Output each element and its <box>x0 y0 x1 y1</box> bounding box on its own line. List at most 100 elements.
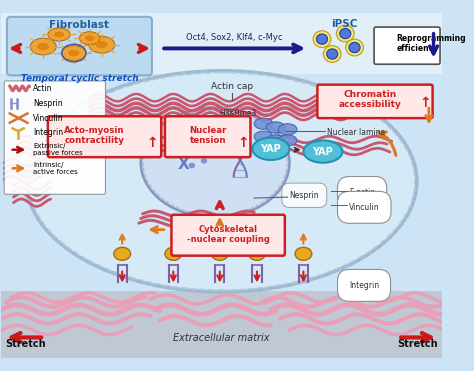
Ellipse shape <box>111 88 114 91</box>
Ellipse shape <box>238 70 241 73</box>
Ellipse shape <box>383 119 386 122</box>
Ellipse shape <box>346 39 364 56</box>
Ellipse shape <box>137 79 141 83</box>
Ellipse shape <box>165 247 182 260</box>
Ellipse shape <box>327 49 338 59</box>
Ellipse shape <box>334 90 337 93</box>
Ellipse shape <box>201 158 207 164</box>
Ellipse shape <box>228 290 231 293</box>
Ellipse shape <box>415 186 418 189</box>
Text: H3K9me3: H3K9me3 <box>219 109 257 118</box>
Ellipse shape <box>137 280 141 283</box>
Ellipse shape <box>405 214 409 217</box>
Ellipse shape <box>377 245 381 249</box>
Ellipse shape <box>207 69 210 73</box>
Ellipse shape <box>393 230 397 233</box>
Ellipse shape <box>54 238 57 241</box>
Ellipse shape <box>411 203 414 206</box>
Ellipse shape <box>49 233 52 236</box>
Ellipse shape <box>218 290 221 293</box>
Ellipse shape <box>415 180 419 183</box>
Ellipse shape <box>36 142 39 146</box>
Ellipse shape <box>128 278 132 280</box>
Ellipse shape <box>48 28 70 41</box>
Ellipse shape <box>323 46 341 62</box>
Ellipse shape <box>40 137 43 140</box>
Ellipse shape <box>415 180 419 183</box>
Text: Acto-myosin
contractility: Acto-myosin contractility <box>64 126 125 145</box>
Ellipse shape <box>66 112 69 115</box>
Ellipse shape <box>298 281 301 285</box>
Ellipse shape <box>89 36 115 53</box>
Ellipse shape <box>166 286 170 289</box>
Ellipse shape <box>383 240 386 244</box>
Text: Intrinsic/
active forces: Intrinsic/ active forces <box>33 162 78 175</box>
Ellipse shape <box>389 236 392 239</box>
Text: Extrinsic/
passive forces: Extrinsic/ passive forces <box>33 143 83 156</box>
Ellipse shape <box>141 108 290 217</box>
FancyBboxPatch shape <box>165 116 250 157</box>
Ellipse shape <box>27 165 30 168</box>
Ellipse shape <box>66 247 69 251</box>
Ellipse shape <box>87 99 90 102</box>
Ellipse shape <box>111 271 114 275</box>
Ellipse shape <box>409 151 412 154</box>
Ellipse shape <box>405 145 409 148</box>
Ellipse shape <box>340 29 351 39</box>
Text: Oct4, Sox2, Klf4, c-Myc: Oct4, Sox2, Klf4, c-Myc <box>186 33 283 42</box>
Ellipse shape <box>248 70 252 73</box>
Ellipse shape <box>248 247 265 260</box>
Ellipse shape <box>25 177 28 180</box>
Text: YAP: YAP <box>261 144 281 154</box>
Ellipse shape <box>307 279 310 282</box>
Text: iPSC: iPSC <box>331 19 357 29</box>
Ellipse shape <box>85 35 94 41</box>
Ellipse shape <box>60 116 63 120</box>
Ellipse shape <box>218 69 221 72</box>
Ellipse shape <box>325 273 328 276</box>
Ellipse shape <box>415 174 418 177</box>
Ellipse shape <box>207 290 210 293</box>
Ellipse shape <box>295 247 312 260</box>
Ellipse shape <box>25 183 28 186</box>
Text: ↑: ↑ <box>146 136 158 150</box>
Ellipse shape <box>350 97 353 100</box>
Ellipse shape <box>73 252 76 255</box>
Ellipse shape <box>102 91 106 95</box>
Ellipse shape <box>288 283 292 286</box>
Ellipse shape <box>414 191 417 195</box>
Ellipse shape <box>278 135 297 146</box>
Ellipse shape <box>147 77 150 81</box>
Ellipse shape <box>298 78 301 82</box>
Text: Chromatin
accessibility: Chromatin accessibility <box>339 90 402 109</box>
FancyBboxPatch shape <box>374 27 440 64</box>
Ellipse shape <box>44 132 47 135</box>
Ellipse shape <box>79 256 82 260</box>
Ellipse shape <box>389 124 392 127</box>
Ellipse shape <box>187 71 190 74</box>
FancyBboxPatch shape <box>172 215 285 256</box>
Ellipse shape <box>316 83 319 87</box>
Ellipse shape <box>303 141 342 163</box>
Ellipse shape <box>278 74 282 78</box>
Text: X: X <box>164 141 178 159</box>
Text: JMJD1C: JMJD1C <box>176 132 208 141</box>
Ellipse shape <box>364 254 367 257</box>
Text: Actin: Actin <box>33 84 53 93</box>
Ellipse shape <box>414 168 417 171</box>
Text: Stretch: Stretch <box>5 339 46 349</box>
Ellipse shape <box>342 93 345 96</box>
Ellipse shape <box>278 285 282 289</box>
Ellipse shape <box>60 243 63 246</box>
Text: ↑: ↑ <box>419 96 431 110</box>
Bar <box>1 13 442 75</box>
Ellipse shape <box>268 73 272 76</box>
Ellipse shape <box>68 50 79 56</box>
Ellipse shape <box>62 46 86 60</box>
Ellipse shape <box>28 200 31 203</box>
Text: ↑: ↑ <box>237 136 249 150</box>
Ellipse shape <box>102 268 106 271</box>
Ellipse shape <box>33 211 36 214</box>
Ellipse shape <box>349 42 360 53</box>
Ellipse shape <box>377 114 381 118</box>
